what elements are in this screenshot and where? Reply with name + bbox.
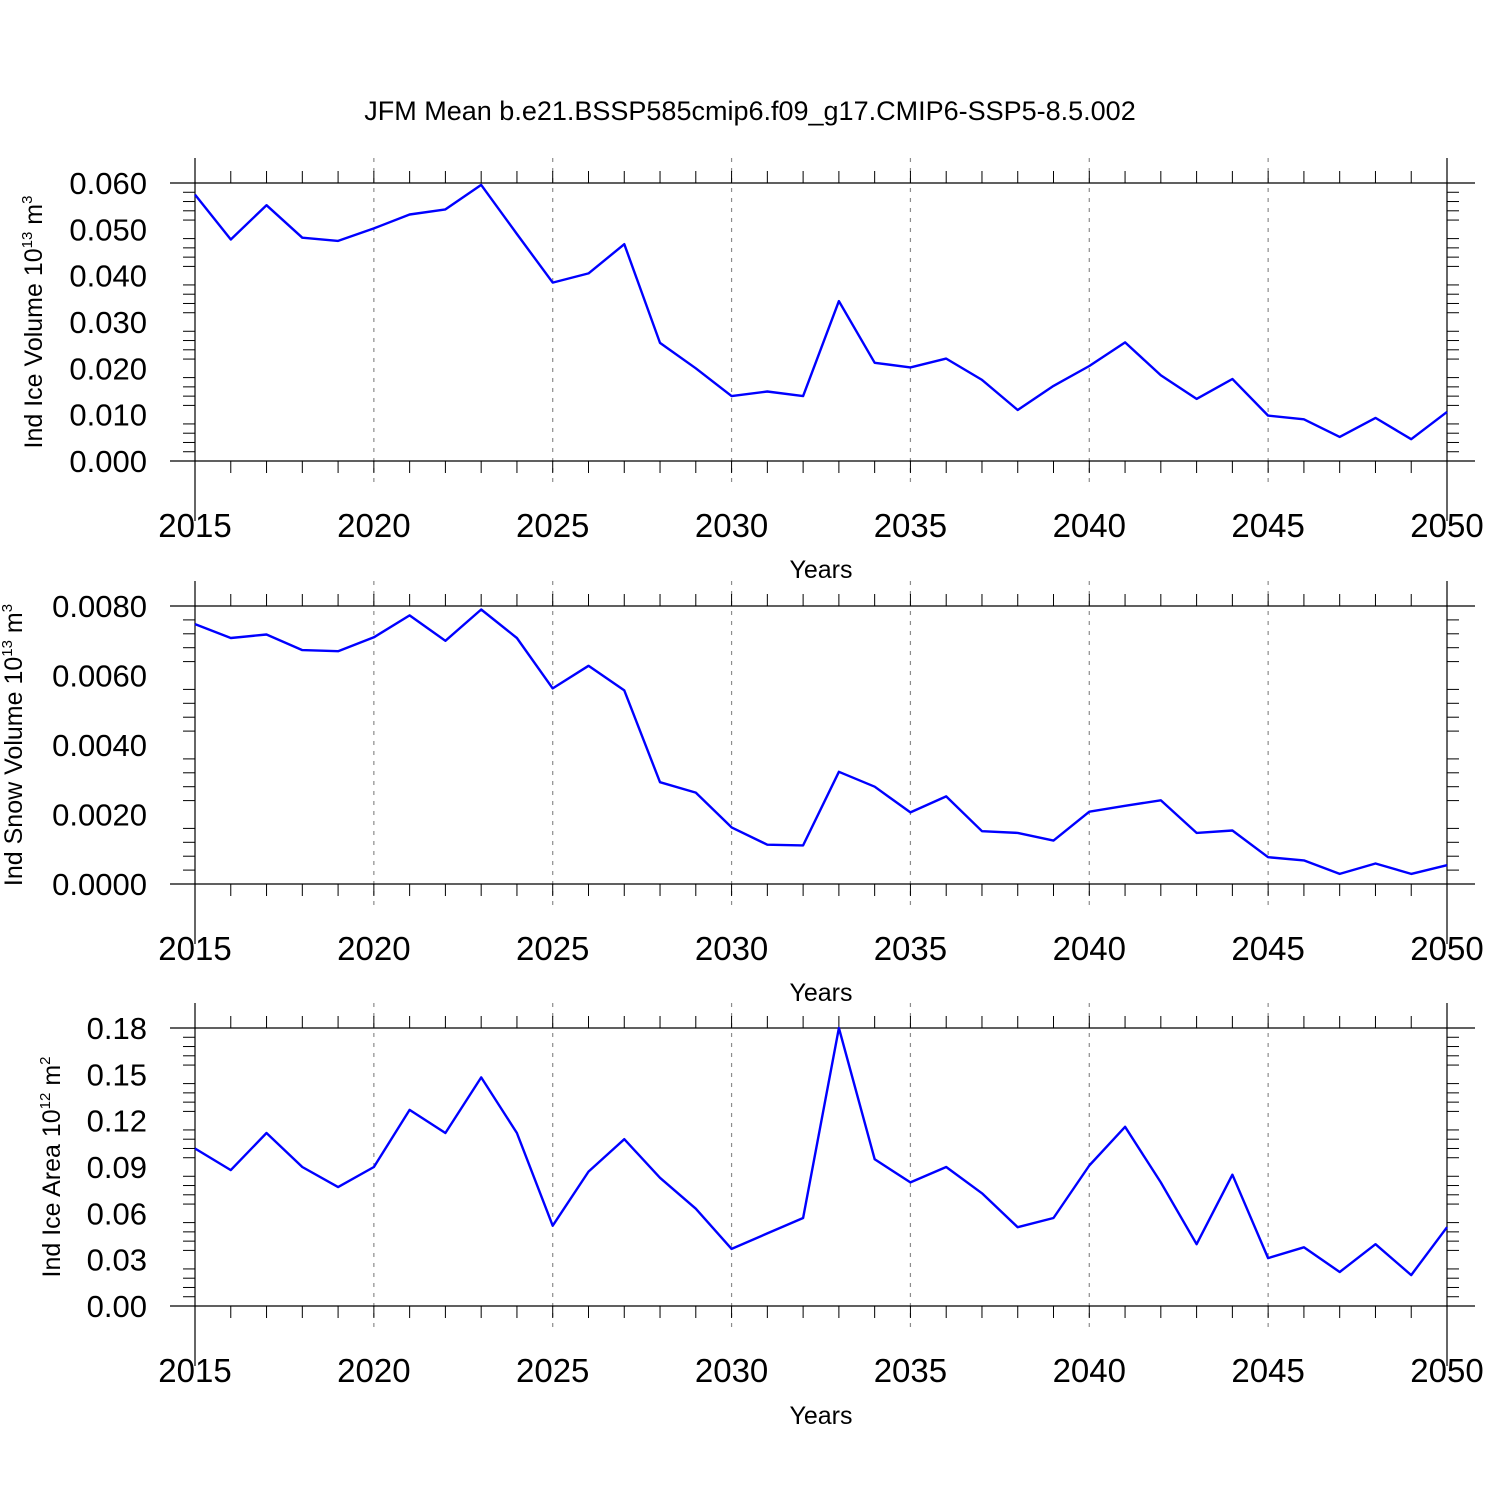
y-tick-label: 0.040: [69, 259, 147, 294]
chart-title: JFM Mean b.e21.BSSP585cmip6.f09_g17.CMIP…: [364, 96, 1135, 126]
y-axis-label-part: m: [20, 204, 48, 232]
x-tick-label: 2020: [337, 507, 410, 544]
x-axis-label: Years: [789, 556, 852, 584]
series-line: [194, 608, 1448, 876]
y-tick-label: 0.0060: [52, 659, 147, 694]
y-tick-label: 0.15: [87, 1057, 147, 1092]
y-axis-label-superscript: 13: [0, 640, 16, 657]
x-axis-label: Years: [789, 979, 852, 1007]
x-tick-label: 2035: [874, 507, 947, 544]
y-tick-label: 0.03: [87, 1243, 147, 1278]
y-axis-label-part: m: [0, 612, 28, 640]
x-tick-label: 2030: [695, 1352, 768, 1389]
x-axis-label: Years: [789, 1402, 852, 1430]
x-tick-label: 2025: [516, 507, 589, 544]
y-tick-label: 0.18: [87, 1011, 147, 1046]
y-axis-label: Ind Ice Area 1012 m2: [37, 1057, 66, 1278]
snow-volume-panel: 0.0000 0.0020 0.0040 0.0060 0.0080 2015 2020 20…: [0, 581, 1484, 1007]
y-tick-label: 0.12: [87, 1104, 147, 1139]
x-tick-label: 2020: [337, 930, 410, 967]
y-axis-label: Ind Ice Volume 1013 m3: [19, 196, 48, 449]
x-tick-label: 2040: [1053, 507, 1126, 544]
y-tick-label: 0.010: [69, 398, 147, 433]
x-tick-label: 2015: [158, 1352, 231, 1389]
x-tick-label: 2025: [516, 1352, 589, 1389]
x-tick-label: 2050: [1410, 1352, 1483, 1389]
y-tick-label: 0.09: [87, 1150, 147, 1185]
x-tick-label: 2020: [337, 1352, 410, 1389]
y-tick-label: 0.0080: [52, 589, 147, 624]
x-tick-label: 2045: [1231, 507, 1304, 544]
x-tick-label: 2015: [158, 930, 231, 967]
y-tick-label: 0.0020: [52, 798, 147, 833]
y-tick-label: 0.060: [69, 166, 147, 201]
y-tick-label: 0.00: [87, 1289, 147, 1324]
y-axis-label-superscript: 12: [37, 1093, 54, 1110]
x-tick-label: 2050: [1410, 930, 1483, 967]
ice-volume-panel: 0.000 0.010 0.020 0.030 0.040 0.050 0.060 2015 2…: [19, 158, 1484, 584]
y-tick-label: 0.020: [69, 351, 147, 386]
x-tick-label: 2040: [1053, 930, 1126, 967]
y-axis-label-part: Ind Snow Volume 10: [0, 657, 28, 886]
y-axis-label-superscript: 13: [19, 232, 36, 249]
x-tick-label: 2040: [1053, 1352, 1126, 1389]
x-tick-label: 2050: [1410, 507, 1483, 544]
y-tick-label: 0.000: [69, 444, 147, 479]
y-axis-label-part: Ind Ice Area 10: [38, 1109, 66, 1277]
y-tick-label: 0.0040: [52, 728, 147, 763]
x-tick-label: 2035: [874, 1352, 947, 1389]
y-tick-label: 0.030: [69, 305, 147, 340]
y-axis-label-superscript: 3: [19, 196, 36, 204]
y-tick-label: 0.050: [69, 212, 147, 247]
x-tick-label: 2030: [695, 507, 768, 544]
y-tick-label: 0.06: [87, 1196, 147, 1231]
y-axis-label-part: Ind Ice Volume 10: [20, 248, 48, 448]
y-axis-label-superscript: 2: [37, 1057, 54, 1065]
y-axis-label-part: m: [38, 1065, 66, 1093]
series-line: [194, 183, 1448, 441]
ice-area-panel: 0.00 0.03 0.06 0.09 0.12 0.15 0.18 2015 2020 2025…: [37, 1003, 1484, 1430]
y-axis-label: Ind Snow Volume 1013 m3: [0, 604, 28, 886]
x-tick-label: 2045: [1231, 1352, 1304, 1389]
x-tick-label: 2025: [516, 930, 589, 967]
x-tick-label: 2030: [695, 930, 768, 967]
x-tick-label: 2035: [874, 930, 947, 967]
y-axis-label-superscript: 3: [0, 604, 16, 612]
x-tick-label: 2045: [1231, 930, 1304, 967]
series-line: [194, 1026, 1448, 1277]
x-tick-label: 2015: [158, 507, 231, 544]
y-tick-label: 0.0000: [52, 867, 147, 902]
